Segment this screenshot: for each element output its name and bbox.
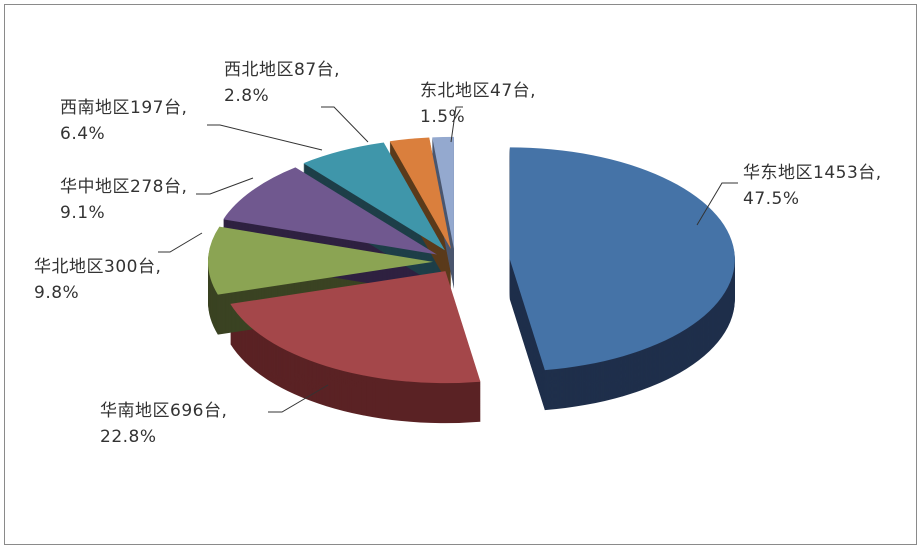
label-percent: 6.4% [60,124,106,144]
chart-border [4,4,917,545]
pie-slice-华中地区 [223,167,437,255]
pie-slice-华南地区 [230,271,481,384]
label-percent: 9.8% [34,283,80,303]
pie-slice-东北地区 [432,136,454,249]
label-name: 东北地区47台, [420,81,537,101]
label-percent: 9.1% [60,203,106,223]
leader-line-south [268,384,329,413]
label-name: 华东地区1453台, [743,163,882,183]
label-name: 西南地区197台, [60,98,188,118]
data-label-east: 华东地区1453台, 47.5% [743,160,882,212]
data-label-northwest: 西北地区87台, 2.8% [224,57,340,109]
pie-slice-西南地区 [303,142,445,251]
label-name: 西北地区87台, [224,60,341,80]
pie-slice-华北地区 [208,226,434,295]
leader-line-southwest [207,124,323,151]
label-name: 华北地区300台, [34,257,162,277]
data-label-north: 华北地区300台, 9.8% [34,254,161,306]
label-percent: 2.8% [224,86,270,106]
label-percent: 1.5% [420,107,466,127]
data-label-south: 华南地区696台, 22.8% [100,398,227,450]
data-label-northeast: 东北地区47台, 1.5% [420,78,536,130]
pie-slice-西北地区 [389,137,451,250]
label-percent: 22.8% [100,427,157,447]
data-label-central: 华中地区278台, 9.1% [60,174,187,226]
leader-line-north [158,232,203,253]
label-percent: 47.5% [743,189,800,209]
leader-line-northwest [321,106,369,143]
label-name: 华南地区696台, [100,401,228,421]
leader-line-central [196,177,254,195]
pie-slice-华东地区 [509,147,735,371]
leader-line-northeast [450,106,463,143]
leader-line-east [696,182,738,226]
label-name: 华中地区278台, [60,177,188,197]
data-label-southwest: 西南地区197台, 6.4% [60,95,187,147]
